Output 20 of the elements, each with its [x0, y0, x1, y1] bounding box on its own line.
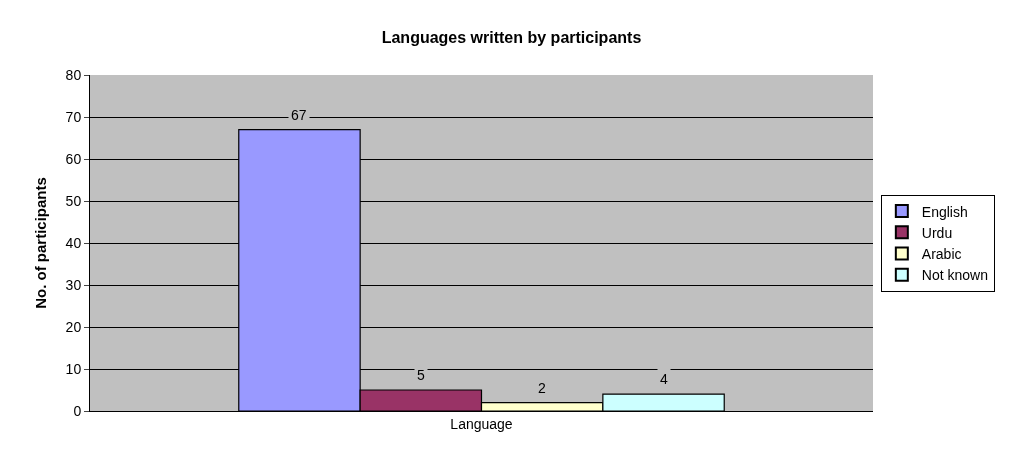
legend-label: Not known: [921, 267, 988, 284]
legend-label: Arabic: [921, 245, 962, 262]
y-tick-label: 70: [65, 108, 82, 125]
chart-title: Languages written by participants: [381, 29, 642, 47]
y-tick-label: 30: [65, 276, 82, 293]
y-tick-label: 40: [65, 234, 82, 251]
y-tick-label: 10: [65, 360, 82, 377]
legend-label: Urdu: [921, 224, 953, 241]
y-tick-label: 60: [65, 150, 82, 167]
y-tick-label: 20: [65, 318, 82, 335]
y-tick-label: 0: [73, 402, 82, 419]
data-label: 2: [538, 380, 546, 396]
x-tick-label: Language: [450, 415, 513, 432]
y-tick-label: 80: [65, 66, 82, 83]
data-label: 4: [660, 371, 668, 387]
data-label: 67: [291, 107, 307, 123]
y-axis-title: No. of participants: [31, 177, 49, 309]
data-label: 5: [417, 367, 425, 383]
legend-label: English: [921, 203, 968, 220]
y-tick-label: 50: [65, 192, 82, 209]
